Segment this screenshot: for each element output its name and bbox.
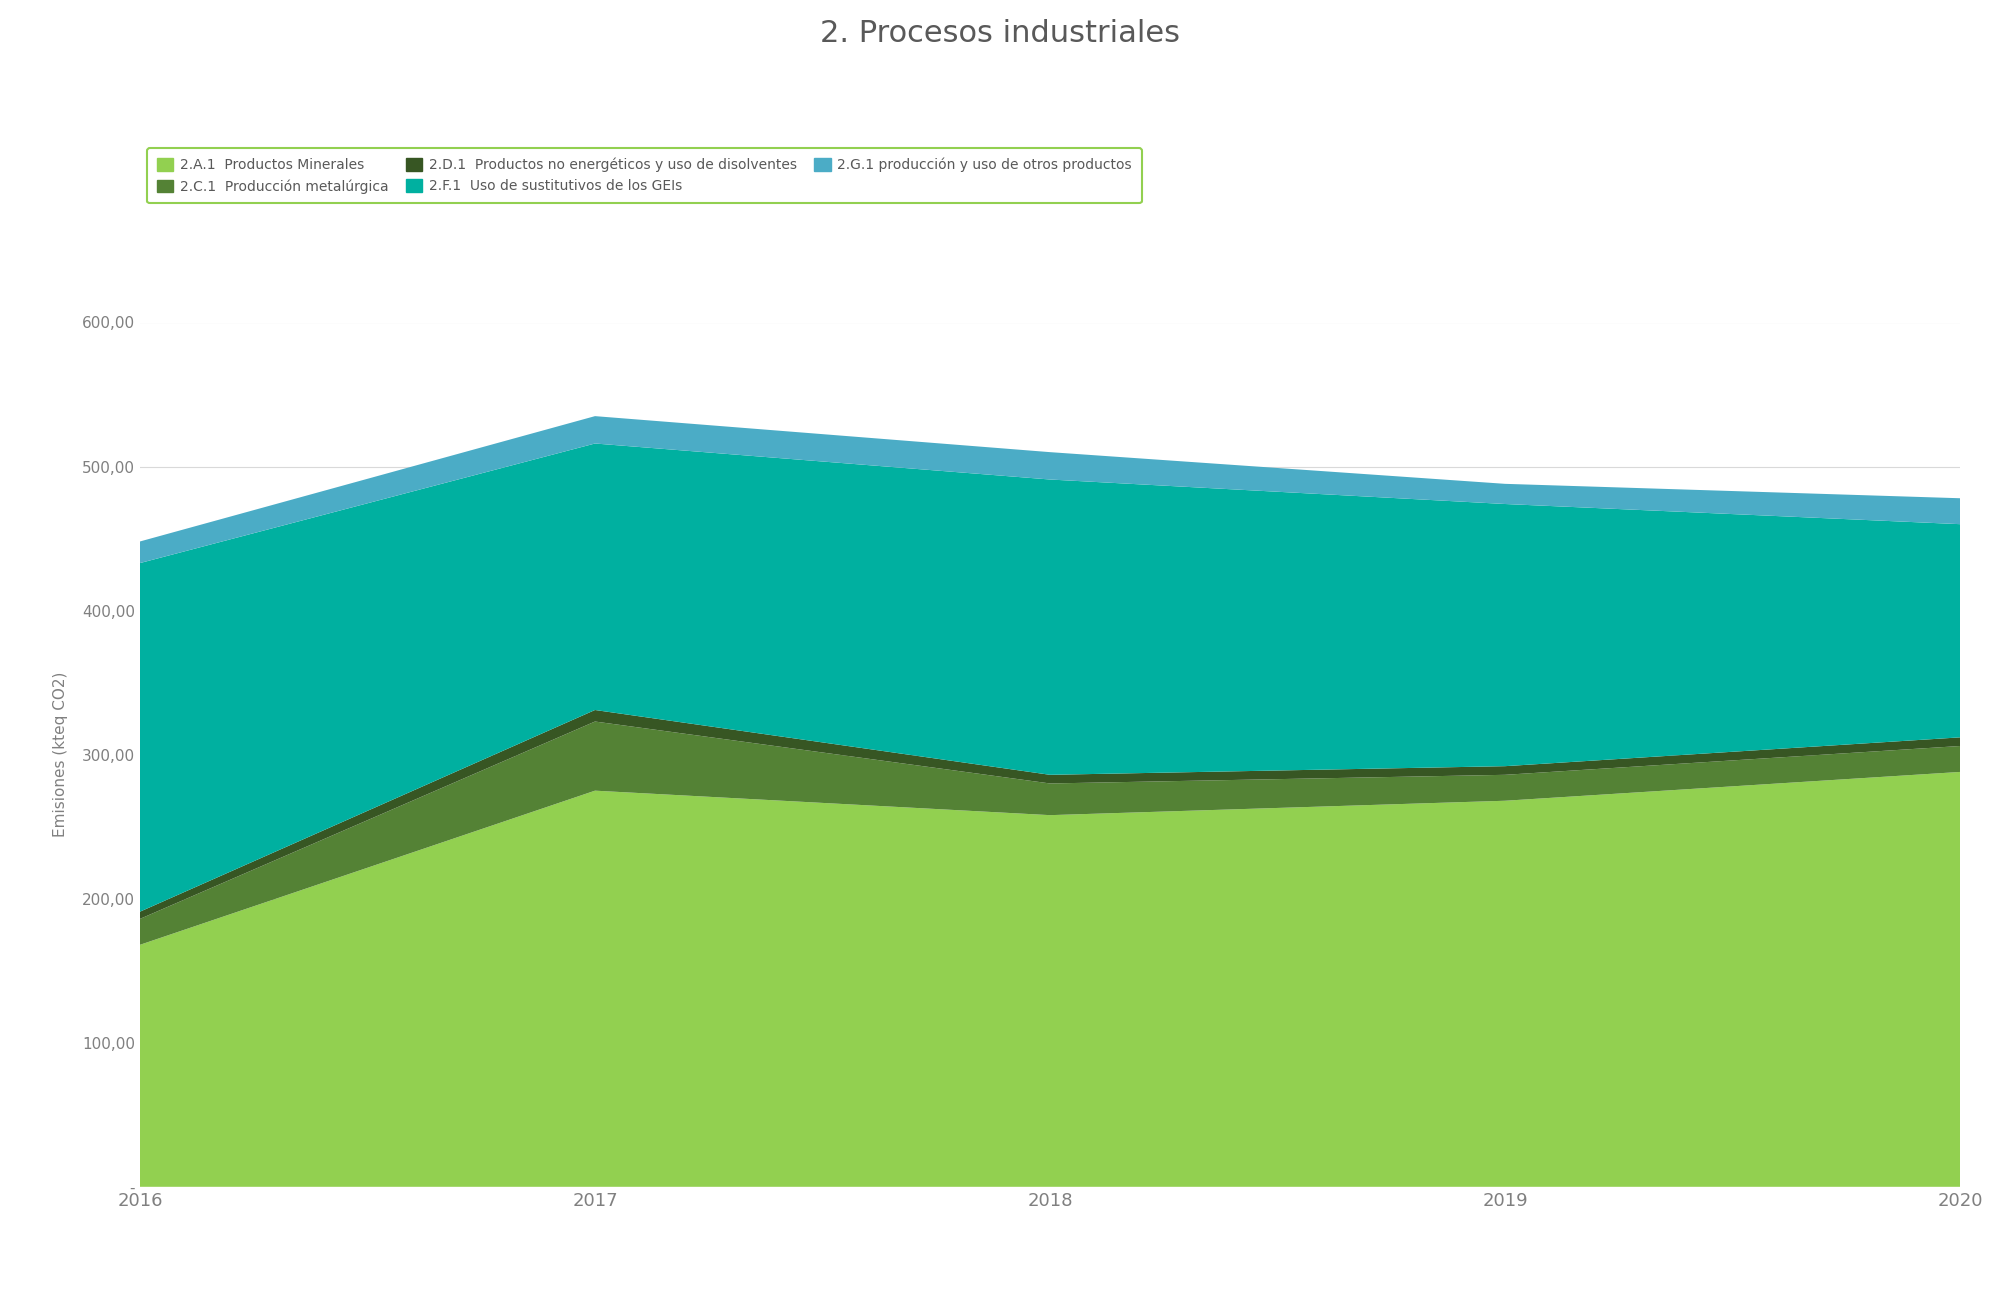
Y-axis label: Emisiones (kteq CO2): Emisiones (kteq CO2) — [54, 672, 68, 837]
Legend: 2.A.1  Productos Minerales, 2.C.1  Producción metalúrgica, 2.D.1  Productos no e: 2.A.1 Productos Minerales, 2.C.1 Producc… — [146, 148, 1142, 204]
Text: 2. Procesos industriales: 2. Procesos industriales — [820, 19, 1180, 48]
